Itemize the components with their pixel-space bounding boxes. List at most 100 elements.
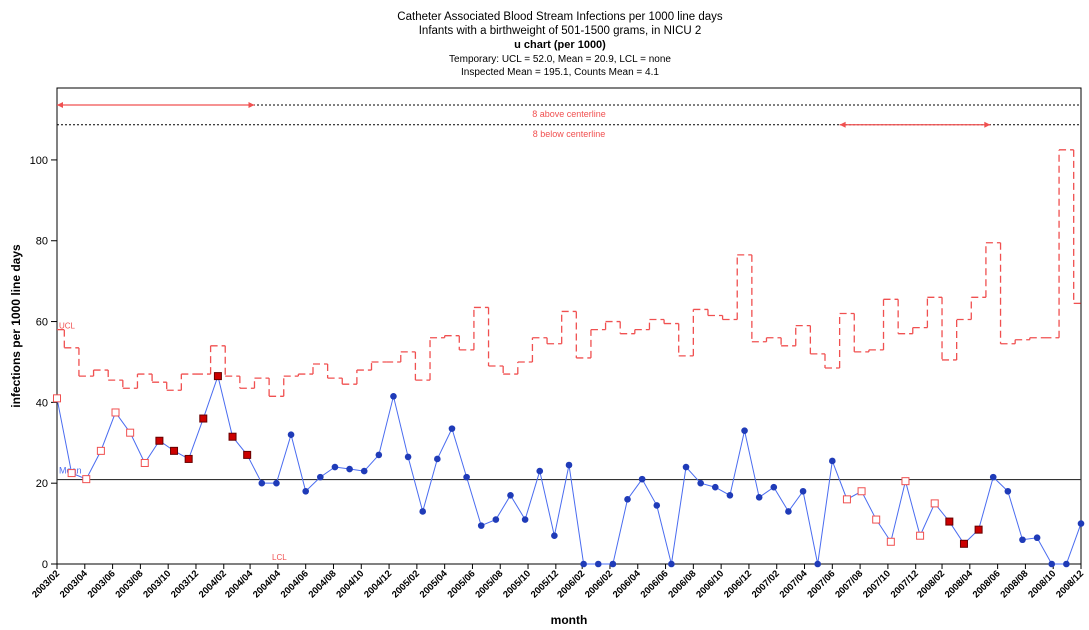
x-tick-label: 2008/02 bbox=[915, 568, 947, 600]
data-point bbox=[594, 560, 602, 568]
data-point bbox=[829, 457, 836, 465]
data-point bbox=[1077, 520, 1085, 527]
data-point bbox=[916, 531, 925, 540]
data-point bbox=[1063, 560, 1070, 568]
data-point bbox=[521, 516, 529, 523]
x-tick-label: 2004/04 bbox=[251, 568, 284, 601]
y-tick-label: 40 bbox=[36, 397, 48, 409]
data-point bbox=[668, 560, 675, 568]
arrow-head bbox=[984, 121, 991, 128]
x-tick-label: 2005/10 bbox=[501, 568, 533, 600]
data-point bbox=[989, 473, 997, 481]
x-tick-label: 2003/10 bbox=[141, 568, 173, 600]
data-point bbox=[419, 508, 427, 515]
data-point bbox=[959, 539, 968, 548]
x-tick-label: 2003/12 bbox=[169, 568, 201, 600]
data-point bbox=[551, 532, 558, 540]
y-tick-label: 100 bbox=[30, 155, 48, 167]
data-point bbox=[404, 453, 412, 461]
x-tick-label: 2004/04 bbox=[223, 568, 256, 601]
x-tick-label: 2005/06 bbox=[446, 568, 478, 600]
run-annotation: 8 above centerline bbox=[532, 109, 606, 119]
x-tick-label: 2004/12 bbox=[362, 568, 394, 600]
data-point bbox=[945, 517, 954, 526]
data-point bbox=[1033, 534, 1041, 542]
data-point bbox=[638, 475, 646, 483]
data-point bbox=[492, 516, 500, 523]
lcl-label: LCL bbox=[272, 553, 287, 562]
data-point bbox=[755, 494, 763, 501]
x-tick-label: 2007/06 bbox=[805, 568, 837, 600]
x-tick-label: 2006/04 bbox=[611, 568, 644, 601]
data-point bbox=[463, 473, 470, 481]
data-point bbox=[536, 467, 544, 475]
data-point bbox=[96, 446, 105, 455]
data-point bbox=[140, 458, 149, 467]
data-point bbox=[974, 525, 983, 534]
data-point bbox=[199, 414, 208, 423]
data-point bbox=[448, 425, 456, 432]
x-tick-label: 2006/10 bbox=[694, 568, 726, 600]
y-tick-label: 20 bbox=[36, 478, 48, 490]
data-point bbox=[842, 495, 851, 504]
x-tick-label: 2005/02 bbox=[390, 568, 422, 600]
x-tick-label: 2004/08 bbox=[307, 568, 339, 600]
arrow-tail bbox=[839, 121, 846, 128]
y-axis-label: infections per 1000 line days bbox=[9, 244, 23, 408]
ucl-label: UCL bbox=[59, 322, 76, 331]
y-tick-label: 80 bbox=[36, 236, 48, 248]
x-tick-label: 2008/04 bbox=[943, 568, 976, 601]
x-tick-label: 2004/06 bbox=[279, 568, 311, 600]
data-point bbox=[565, 461, 573, 469]
data-point bbox=[814, 560, 821, 568]
x-tick-label: 2007/12 bbox=[889, 568, 921, 600]
data-point bbox=[477, 522, 485, 529]
data-point bbox=[228, 432, 237, 441]
data-point bbox=[375, 451, 383, 459]
y-tick-label: 0 bbox=[42, 559, 48, 571]
data-point bbox=[155, 436, 164, 445]
x-tick-label: 2005/08 bbox=[473, 568, 505, 600]
data-point bbox=[1004, 487, 1012, 495]
data-point bbox=[711, 483, 719, 491]
x-tick-label: 2005/04 bbox=[418, 568, 451, 601]
x-tick-label: 2006/02 bbox=[555, 568, 587, 600]
data-point bbox=[930, 499, 939, 508]
x-tick-label: 2005/12 bbox=[529, 568, 561, 600]
data-point bbox=[213, 372, 222, 381]
data-point bbox=[360, 467, 368, 475]
data-point bbox=[258, 479, 266, 487]
x-tick-label: 2007/02 bbox=[750, 568, 782, 600]
data-point bbox=[697, 479, 704, 487]
run-annotation: 8 below centerline bbox=[533, 129, 606, 139]
chart-subtitle: Inspected Mean = 195.1, Counts Mean = 4.… bbox=[461, 67, 659, 78]
chart-subtitle: u chart (per 1000) bbox=[514, 39, 606, 51]
data-point bbox=[434, 455, 441, 463]
x-tick-label: 2003/02 bbox=[30, 568, 62, 600]
data-point bbox=[609, 560, 617, 568]
data-point bbox=[653, 502, 661, 509]
data-point bbox=[857, 487, 866, 496]
data-point bbox=[886, 537, 895, 546]
data-point bbox=[507, 492, 514, 499]
data-point bbox=[726, 492, 734, 499]
chart-title: Catheter Associated Blood Stream Infecti… bbox=[397, 11, 723, 23]
data-point bbox=[390, 393, 397, 400]
y-tick-label: 60 bbox=[36, 317, 48, 329]
x-tick-label: 2006/08 bbox=[666, 568, 698, 600]
arrow-head bbox=[248, 101, 255, 108]
chart-subtitle: Temporary: UCL = 52.0, Mean = 20.9, LCL … bbox=[449, 54, 671, 65]
x-tick-label: 2008/12 bbox=[1054, 568, 1086, 600]
data-point bbox=[741, 427, 748, 434]
data-point bbox=[872, 515, 881, 524]
data-point bbox=[170, 446, 179, 455]
data-point bbox=[184, 454, 193, 463]
data-point bbox=[302, 487, 309, 495]
data-point bbox=[901, 477, 910, 486]
data-point bbox=[682, 463, 690, 471]
x-tick-label: 2006/02 bbox=[583, 568, 615, 600]
data-point bbox=[126, 428, 135, 437]
plot-frame bbox=[56, 87, 1082, 565]
x-tick-label: 2003/04 bbox=[58, 568, 91, 601]
